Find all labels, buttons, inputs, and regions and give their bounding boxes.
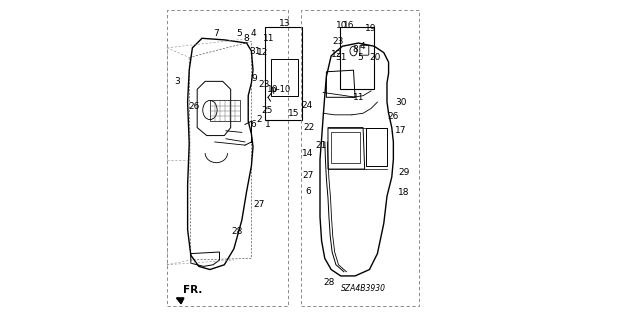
- Text: 23: 23: [259, 80, 270, 89]
- Text: 4: 4: [359, 42, 365, 51]
- Text: 16: 16: [343, 21, 355, 30]
- Text: 15: 15: [288, 109, 300, 118]
- Text: 26: 26: [387, 112, 399, 121]
- Text: 31: 31: [335, 53, 347, 62]
- Text: 28: 28: [323, 278, 335, 287]
- Text: 13: 13: [279, 19, 291, 28]
- Text: 29: 29: [398, 168, 409, 177]
- Text: 30: 30: [396, 98, 407, 107]
- Bar: [340, 27, 374, 89]
- Text: 28: 28: [232, 227, 243, 236]
- Text: SZA4B3930: SZA4B3930: [340, 284, 385, 293]
- Bar: [271, 59, 298, 96]
- Text: 11: 11: [263, 34, 275, 43]
- Text: 7: 7: [214, 29, 219, 38]
- Text: 6: 6: [305, 187, 311, 196]
- Bar: [167, 10, 288, 306]
- Text: 25: 25: [262, 106, 273, 115]
- Text: 12: 12: [257, 48, 268, 57]
- Text: 24: 24: [301, 101, 312, 110]
- Bar: [301, 10, 419, 306]
- Text: 2: 2: [257, 115, 262, 124]
- Text: 27: 27: [253, 200, 265, 209]
- Text: 10: 10: [267, 85, 278, 94]
- Text: 26: 26: [188, 102, 200, 111]
- Text: 8: 8: [243, 34, 249, 43]
- Text: 21: 21: [316, 141, 327, 150]
- Text: 9: 9: [252, 74, 257, 83]
- Text: 22: 22: [303, 123, 315, 132]
- Text: 1: 1: [266, 120, 271, 129]
- Text: FR.: FR.: [184, 286, 203, 295]
- Text: 14: 14: [301, 149, 313, 158]
- Text: 6: 6: [251, 120, 257, 129]
- Bar: [265, 27, 302, 120]
- Text: 20: 20: [369, 53, 381, 62]
- Text: 3: 3: [174, 77, 180, 86]
- Text: 8: 8: [353, 45, 358, 54]
- Text: 17: 17: [395, 126, 406, 135]
- Text: 18: 18: [398, 189, 410, 197]
- Text: 19: 19: [365, 24, 377, 33]
- Text: 5: 5: [357, 53, 363, 62]
- Text: φ–10: φ–10: [270, 85, 291, 94]
- Text: 4: 4: [250, 29, 256, 38]
- Text: 31: 31: [249, 47, 260, 56]
- Text: 27: 27: [302, 171, 314, 180]
- Bar: [210, 100, 240, 121]
- Text: 10: 10: [336, 21, 348, 30]
- Text: 5: 5: [237, 29, 243, 38]
- Text: 11: 11: [353, 93, 364, 102]
- Text: 23: 23: [333, 37, 344, 46]
- Text: 12: 12: [332, 50, 342, 59]
